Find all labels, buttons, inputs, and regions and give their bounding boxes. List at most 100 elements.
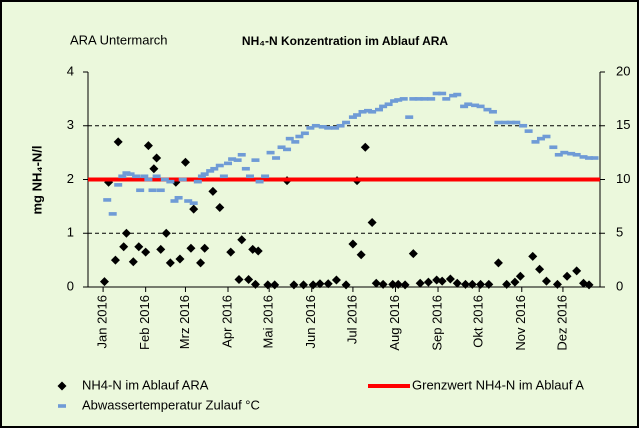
temperature-point	[224, 161, 233, 166]
temperature-point	[215, 163, 224, 168]
y2-tick-label: 5	[616, 225, 623, 240]
legend-label: NH4-N im Ablauf ARA	[82, 377, 209, 392]
data-point	[226, 247, 236, 257]
data-point	[331, 275, 341, 285]
temperature-point	[331, 126, 340, 130]
data-point	[119, 242, 129, 252]
data-point	[99, 277, 109, 287]
data-point	[234, 274, 244, 284]
data-point	[371, 278, 381, 288]
temperature-point	[375, 107, 384, 112]
temperature-point	[160, 177, 169, 182]
temperature-point	[170, 199, 179, 203]
data-point	[237, 235, 247, 245]
temperature-point	[336, 123, 345, 128]
temperature-point	[512, 120, 521, 125]
data-point	[541, 276, 551, 286]
temperature-point	[464, 102, 473, 107]
data-point	[141, 247, 151, 257]
temperature-point	[572, 152, 581, 157]
temperature-point	[251, 158, 260, 162]
data-point	[415, 278, 425, 288]
chart-title: NH₄-N Konzentration im Ablauf ARA	[242, 34, 448, 48]
temperature-point	[590, 156, 599, 160]
data-point	[467, 279, 477, 289]
temperature-point	[353, 113, 362, 117]
temperature-point	[156, 188, 165, 193]
temperature-point	[228, 157, 237, 161]
y-tick-label: 3	[67, 117, 74, 132]
temperature-point	[283, 147, 292, 152]
temperature-point	[311, 123, 320, 128]
data-point	[341, 280, 351, 290]
x-tick-label: Sep 2016	[429, 295, 444, 351]
data-point	[423, 277, 433, 287]
temperature-point	[524, 129, 533, 133]
temperature-point	[384, 102, 393, 107]
temperature-point	[399, 97, 408, 101]
y-axis-label: mg NH₄-N/l	[29, 145, 44, 214]
temperature-point	[189, 201, 198, 205]
temperature-point	[233, 158, 242, 162]
x-tick-label: Mai 2016	[261, 295, 276, 348]
temperature-point	[108, 212, 117, 216]
data-point	[528, 251, 538, 261]
temperature-point	[306, 126, 315, 130]
data-point	[367, 218, 377, 227]
temperature-point	[427, 97, 436, 101]
x-tick-label: Mrz 2016	[177, 295, 192, 349]
temperature-point	[241, 166, 250, 171]
data-point	[113, 137, 123, 147]
temperature-point	[148, 188, 157, 193]
temperature-point	[295, 134, 304, 139]
data-point	[189, 204, 199, 214]
y-tick-label: 0	[67, 278, 74, 293]
data-point	[299, 280, 309, 290]
temperature-point	[519, 123, 528, 128]
temperature-point	[542, 134, 551, 139]
temperature-point	[438, 91, 447, 96]
data-point	[552, 279, 562, 289]
data-point	[515, 271, 525, 281]
data-point	[484, 279, 494, 289]
data-point	[134, 242, 144, 252]
data-point	[263, 280, 273, 290]
temperature-point	[206, 169, 215, 173]
x-tick-label: Dez 2016	[554, 295, 569, 351]
data-point	[186, 243, 196, 253]
temperature-point	[494, 120, 503, 125]
temperature-point	[531, 140, 540, 144]
data-point	[356, 250, 366, 260]
data-point	[253, 246, 263, 256]
temperature-point	[409, 97, 418, 101]
temperature-point	[122, 171, 131, 175]
y2-tick-label: 10	[616, 171, 630, 186]
data-point	[493, 258, 503, 268]
data-point	[196, 258, 206, 268]
data-point	[535, 264, 545, 274]
temperature-point	[348, 115, 357, 119]
data-point	[393, 279, 403, 289]
data-point	[360, 142, 370, 152]
x-tick-label: Jul 2016	[344, 295, 359, 344]
data-point	[388, 279, 398, 289]
temperature-point	[285, 136, 294, 141]
legend-swatch	[58, 404, 66, 408]
data-point	[460, 279, 470, 289]
temperature-point	[197, 174, 206, 179]
x-tick-label: Jun 2016	[303, 295, 318, 349]
temperature-point	[136, 188, 145, 193]
temperature-point	[272, 156, 281, 160]
temperature-point	[132, 174, 141, 179]
x-tick-label: Apr 2016	[219, 295, 234, 348]
temperature-point	[579, 155, 588, 159]
temperature-point	[501, 120, 510, 125]
data-point	[408, 249, 418, 259]
temperature-point	[118, 174, 127, 179]
legend-label: Grenzwert NH4-N im Ablauf A	[412, 377, 584, 392]
data-point	[348, 239, 358, 249]
data-point	[289, 280, 299, 290]
temperature-point	[114, 183, 123, 187]
x-tick-label: Jan 2016	[95, 295, 110, 349]
